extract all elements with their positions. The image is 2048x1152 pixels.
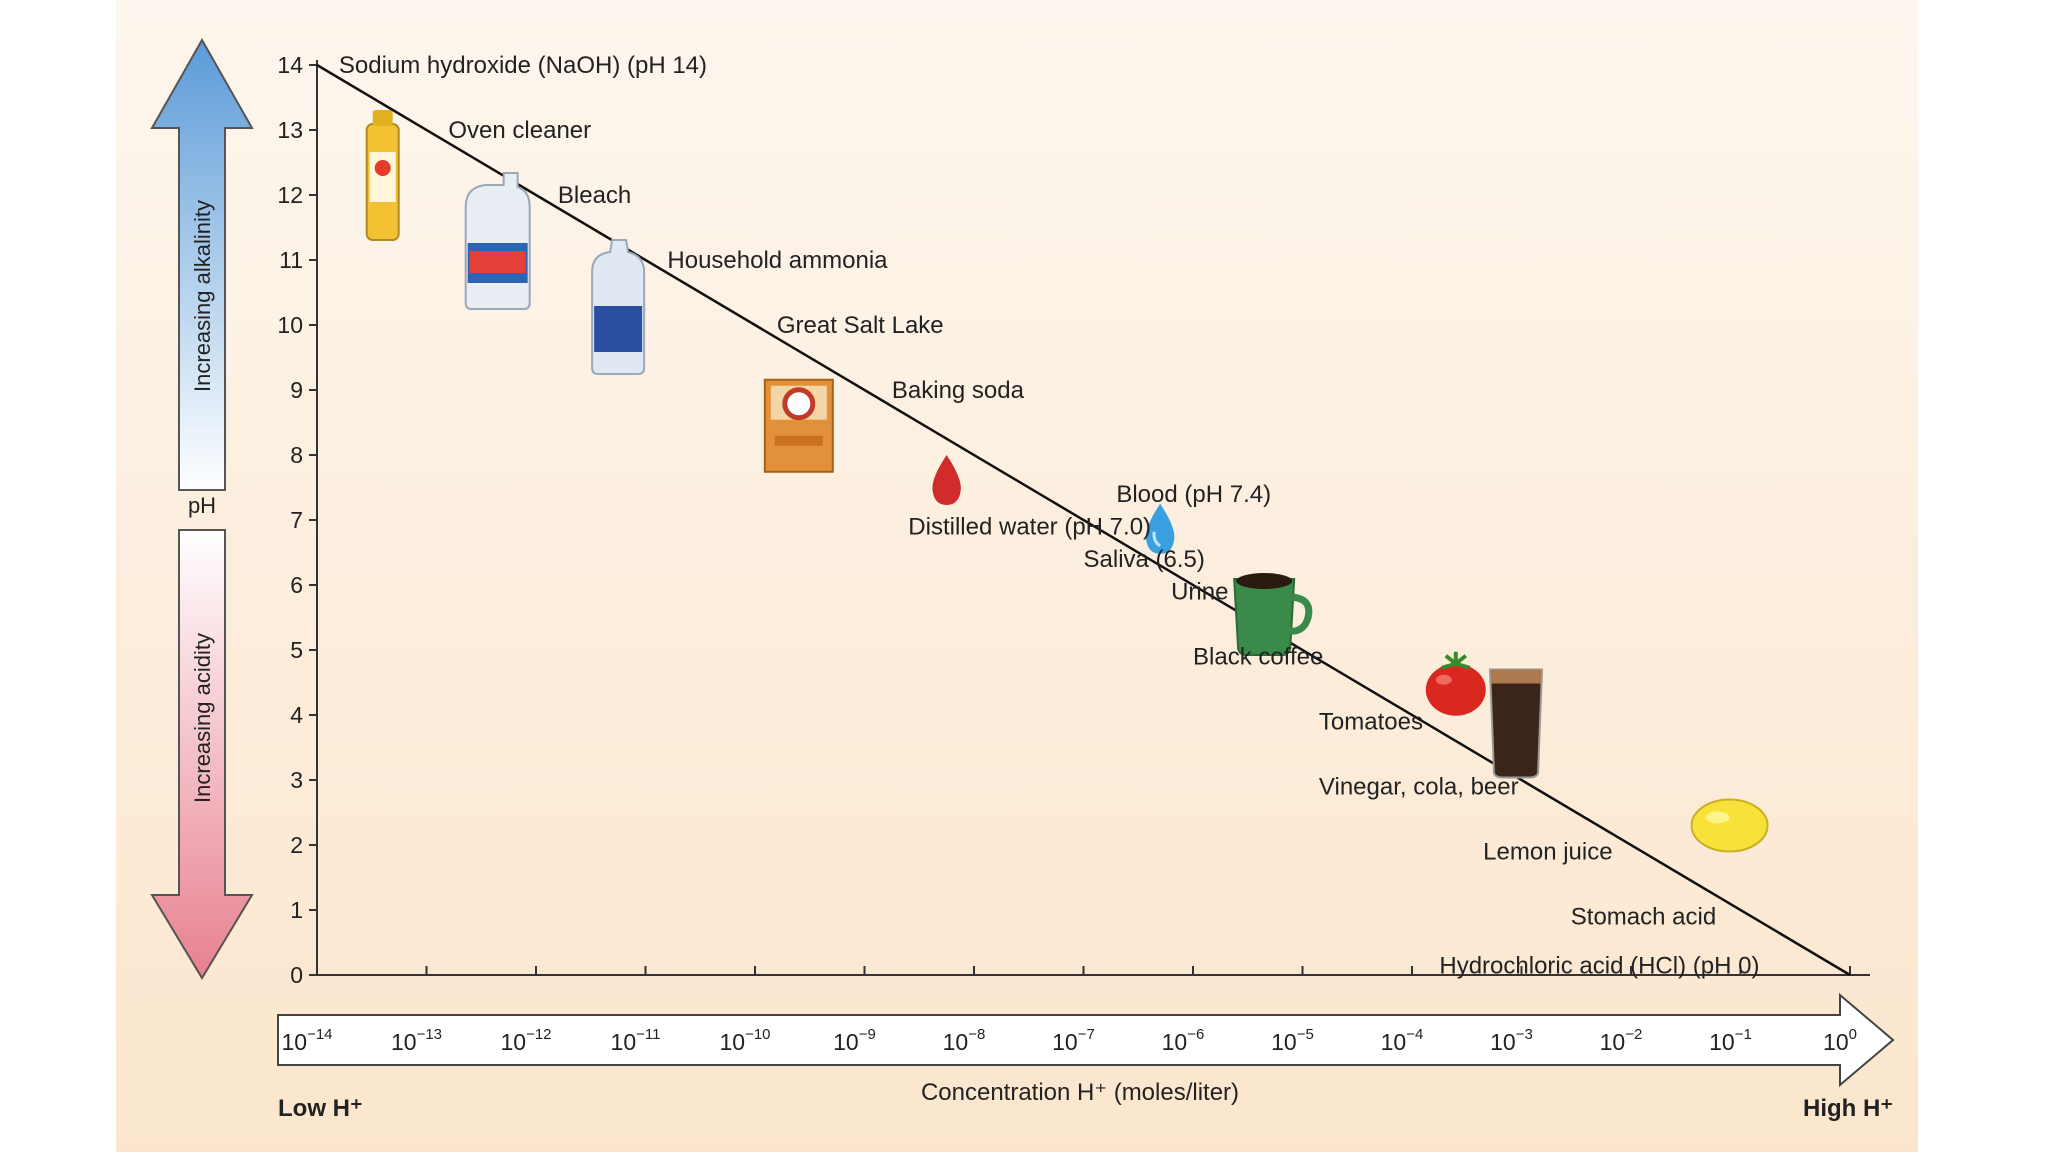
y-tick-label: 4 — [290, 702, 303, 728]
annotation-label: Vinegar, cola, beer — [1319, 774, 1519, 801]
ph-center-label: pH — [188, 493, 216, 518]
water-drop-icon — [1145, 503, 1175, 554]
alkalinity-arrow — [150, 37, 254, 491]
y-tick-label: 14 — [277, 52, 303, 78]
x-tick-label: 10−5 — [1271, 1026, 1314, 1055]
annotation-label: Stomach acid — [1571, 904, 1716, 931]
high-h-label: High H⁺ — [1803, 1095, 1893, 1122]
cola-glass-icon — [1488, 668, 1544, 779]
annotation-label: Hydrochloric acid (HCl) (pH 0) — [1439, 952, 1759, 979]
annotation-label: Great Salt Lake — [777, 312, 944, 339]
x-tick-label: 10−11 — [611, 1026, 661, 1055]
y-tick-label: 8 — [290, 442, 303, 468]
y-tick-label: 12 — [277, 182, 303, 208]
coffee-mug-icon — [1233, 573, 1313, 656]
substance-icons — [365, 110, 1769, 853]
annotation-label: Oven cleaner — [448, 117, 591, 144]
y-tick-label: 6 — [290, 572, 303, 598]
x-tick-label: 10−12 — [500, 1026, 551, 1055]
annotations: Sodium hydroxide (NaOH) (pH 14) Oven clea… — [339, 52, 1760, 979]
x-tick-label: 10−9 — [833, 1026, 876, 1055]
acidity-arrow — [150, 529, 254, 980]
x-tick-label: 10−7 — [1052, 1026, 1095, 1055]
annotation-label: Saliva (6.5) — [1084, 546, 1205, 573]
x-ticks — [316, 966, 1851, 975]
x-tick-label: 10−13 — [391, 1026, 442, 1055]
y-tick-label: 9 — [290, 377, 303, 403]
x-axis-title: Concentration H⁺ (moles/liter) — [921, 1079, 1239, 1106]
y-tick-label: 10 — [277, 312, 303, 338]
bleach-jug-icon — [464, 172, 531, 310]
lemon-icon — [1690, 798, 1769, 853]
acidity-label: Increasing acidity — [190, 633, 215, 803]
annotation-label: Sodium hydroxide (NaOH) (pH 14) — [339, 52, 707, 79]
annotation-label: Blood (pH 7.4) — [1116, 481, 1271, 508]
annotation-label: Urine — [1171, 579, 1228, 606]
y-tick-label: 0 — [290, 962, 303, 988]
annotation-label: Lemon juice — [1483, 839, 1612, 866]
annotation-label: Black coffee — [1193, 644, 1323, 671]
y-tick-label: 13 — [277, 117, 303, 143]
y-tick-label: 11 — [279, 247, 303, 273]
y-tick-label: 1 — [290, 897, 303, 923]
x-tick-label: 10−4 — [1381, 1026, 1424, 1055]
concentration-arrow — [277, 992, 1895, 1088]
y-tick-label: 7 — [290, 507, 303, 533]
x-tick-label: 10−2 — [1600, 1026, 1643, 1055]
annotation-label: Baking soda — [892, 377, 1025, 404]
low-h-label: Low H⁺ — [278, 1095, 363, 1122]
x-tick-label: 10−6 — [1162, 1026, 1205, 1055]
x-tick-label: 10−3 — [1490, 1026, 1533, 1055]
annotation-label: Distilled water (pH 7.0) — [908, 514, 1151, 541]
alkalinity-label: Increasing alkalinity — [190, 200, 215, 392]
x-tick-label: 100 — [1823, 1026, 1857, 1055]
x-tick-label: 10−8 — [943, 1026, 986, 1055]
x-tick-labels: 10−14 10−13 10−12 10−11 10−10 10−9 10−8 10−7 10−… — [281, 1026, 1856, 1055]
blood-drop-icon — [932, 455, 961, 505]
x-tick-label: 10−10 — [719, 1026, 770, 1055]
y-tick-label: 3 — [290, 767, 303, 793]
annotation-label: Bleach — [558, 182, 631, 209]
annotation-label: Tomatoes — [1319, 709, 1423, 736]
ph-line — [316, 63, 1851, 977]
annotation-label: Household ammonia — [667, 247, 888, 274]
ammonia-bottle-icon — [591, 239, 646, 375]
y-tick-label: 5 — [290, 637, 303, 663]
tomato-icon — [1425, 651, 1486, 716]
baking-soda-box-icon — [763, 378, 834, 473]
chart-panel — [116, 0, 1918, 1152]
x-tick-label: 10−1 — [1709, 1026, 1752, 1055]
oven-cleaner-can-icon — [365, 110, 400, 241]
y-tick-label: 2 — [290, 832, 303, 858]
x-tick-label: 10−14 — [281, 1026, 332, 1055]
